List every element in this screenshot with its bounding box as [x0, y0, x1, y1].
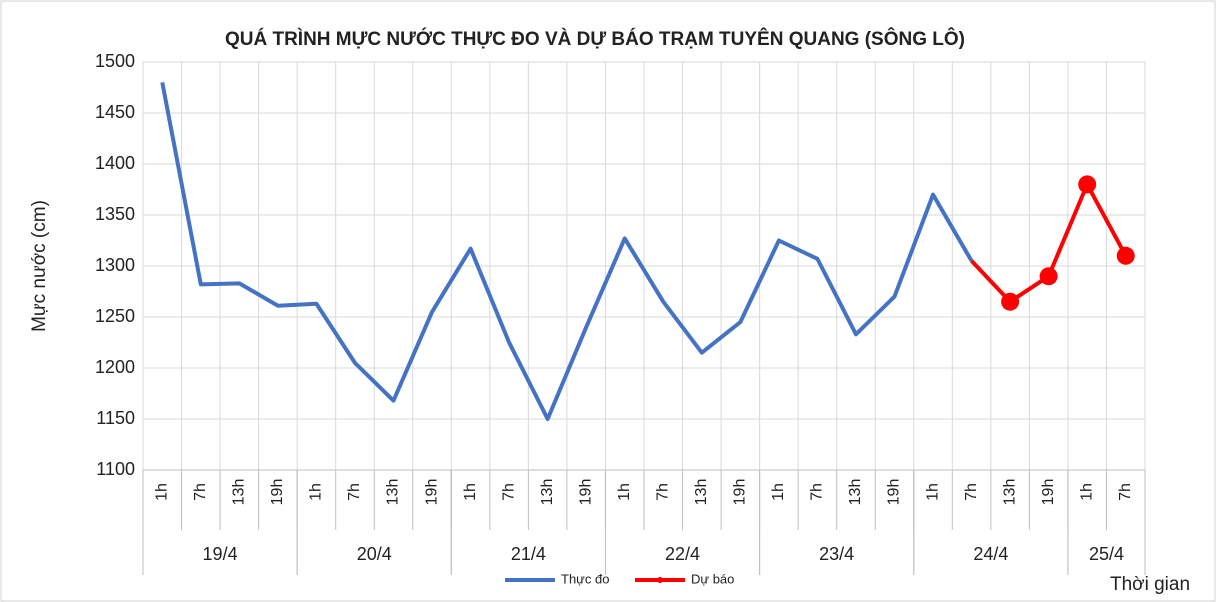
x-tick-label: 19h [1040, 479, 1057, 506]
x-tick-label: 7h [192, 483, 209, 501]
y-tick-label: 1100 [96, 459, 135, 479]
group-label: 20/4 [357, 544, 392, 564]
x-tick-label: 7h [346, 483, 363, 501]
x-tick-label: 1h [616, 483, 633, 501]
group-label: 21/4 [511, 544, 546, 564]
x-tick-label: 19h [269, 479, 286, 506]
y-tick-label: 1250 [95, 306, 135, 326]
x-tick-label: 7h [963, 483, 980, 501]
x-tick-label: 13h [539, 479, 556, 506]
group-label: 25/4 [1089, 544, 1124, 564]
legend-label: Dự báo [691, 571, 734, 586]
y-tick-label: 1500 [95, 51, 135, 71]
group-label: 24/4 [973, 544, 1008, 564]
x-tick-label: 7h [1117, 483, 1134, 501]
x-tick-label: 1h [153, 483, 170, 501]
y-tick-label: 1300 [95, 255, 135, 275]
series-marker [1078, 175, 1097, 194]
x-tick-label: 13h [231, 479, 248, 506]
x-tick-label: 1h [462, 483, 479, 501]
x-tick-label: 19h [577, 479, 594, 506]
x-tick-label: 1h [1078, 483, 1095, 501]
group-label: 23/4 [819, 544, 854, 564]
x-tick-label: 19h [732, 479, 749, 506]
series-line [160, 82, 974, 421]
x-tick-label: 7h [809, 483, 826, 501]
series-marker [1039, 267, 1058, 286]
y-tick-label: 1400 [95, 153, 135, 173]
x-tick-label: 19h [423, 479, 440, 506]
x-tick-label: 1h [924, 483, 941, 501]
x-tick-label: 19h [886, 479, 903, 506]
y-tick-label: 1350 [95, 204, 135, 224]
group-label: 22/4 [665, 544, 700, 564]
x-tick-label: 7h [654, 483, 671, 501]
y-axis-label: Mực nước (cm) [29, 200, 50, 332]
x-tick-label: 13h [1001, 479, 1018, 506]
x-axis-label: Thời gian [1110, 574, 1190, 595]
x-tick-label: 13h [693, 479, 710, 506]
x-tick-label: 1h [770, 483, 787, 501]
series-marker [1116, 246, 1135, 265]
x-tick-label: 13h [847, 479, 864, 506]
x-tick-label: 1h [308, 483, 325, 501]
x-tick-label: 13h [385, 479, 402, 506]
legend-marker [657, 577, 663, 583]
x-tick-label: 7h [500, 483, 517, 501]
y-tick-label: 1150 [96, 408, 135, 428]
y-tick-label: 1450 [95, 102, 135, 122]
group-label: 19/4 [203, 544, 238, 564]
chart-title: QUÁ TRÌNH MỰC NƯỚC THỰC ĐO VÀ DỰ BÁO TRẠ… [225, 28, 965, 50]
legend-label: Thực đo [561, 571, 609, 586]
y-tick-label: 1200 [95, 357, 135, 377]
series-marker [1001, 292, 1020, 311]
